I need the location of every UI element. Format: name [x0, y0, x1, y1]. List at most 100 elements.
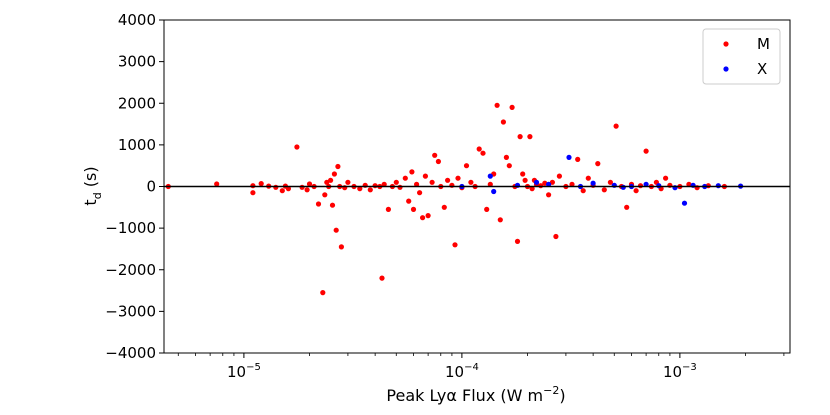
point-m-77: [520, 171, 526, 177]
point-m-88: [553, 233, 559, 240]
legend-box: [702, 28, 781, 85]
y-tick-label: 0: [146, 178, 156, 196]
point-m-75: [514, 238, 521, 244]
legend: M X: [702, 28, 781, 85]
point-x-5: [546, 181, 552, 187]
point-m-57: [452, 242, 458, 248]
point-m-72: [506, 163, 512, 169]
point-m-15: [315, 201, 322, 207]
point-m-97: [601, 187, 607, 193]
point-m-73: [509, 104, 515, 110]
point-m-69: [497, 217, 503, 223]
point-m-65: [484, 206, 490, 212]
point-m-43: [409, 169, 415, 175]
x-axis-label-end: ): [559, 386, 565, 405]
point-m-24: [335, 163, 341, 170]
point-m-48: [422, 173, 428, 179]
point-m-32: [367, 187, 373, 193]
point-m-103: [633, 188, 639, 194]
point-m-12: [304, 187, 310, 193]
legend-marker-x: [723, 66, 729, 72]
point-m-23: [333, 227, 339, 233]
point-x-15: [681, 200, 688, 206]
point-m-109: [663, 175, 669, 181]
point-m-80: [527, 134, 533, 140]
point-m-54: [441, 204, 447, 210]
y-tick-label: 1000: [118, 136, 156, 154]
point-x-2: [491, 188, 497, 195]
point-m-64: [480, 150, 486, 156]
point-m-22: [331, 171, 337, 177]
point-m-20: [328, 177, 334, 183]
point-m-1: [214, 181, 220, 187]
point-m-7: [279, 188, 285, 194]
point-m-45: [414, 181, 420, 187]
x-tick-label: 10−5: [227, 362, 261, 381]
point-m-104: [637, 183, 644, 189]
point-m-13: [306, 181, 313, 187]
point-m-51: [432, 152, 438, 158]
point-x-6: [566, 154, 572, 160]
y-axis-label-end: (s): [81, 166, 100, 192]
point-x-12: [643, 181, 649, 187]
y-tick-label: −3000: [105, 302, 156, 320]
y-axis-label: td (s): [81, 166, 104, 205]
point-m-60: [463, 163, 470, 169]
point-x-13: [656, 183, 662, 189]
point-m-39: [393, 179, 399, 185]
point-m-71: [503, 154, 509, 160]
point-m-58: [455, 175, 461, 181]
point-m-49: [425, 213, 431, 219]
point-m-33: [372, 183, 378, 189]
point-m-98: [607, 179, 614, 185]
point-m-41: [402, 175, 408, 181]
point-m-91: [569, 181, 575, 187]
point-m-68: [494, 102, 500, 108]
point-m-92: [575, 156, 581, 162]
point-m-105: [643, 148, 649, 154]
x-axis-ticks: 10−5 10−4 10−3: [177, 353, 785, 381]
point-m-47: [420, 215, 426, 221]
point-m-3: [250, 183, 256, 189]
point-m-76: [517, 134, 523, 140]
point-m-86: [546, 192, 552, 198]
point-m-50: [429, 179, 435, 185]
point-m-52: [435, 158, 441, 165]
point-m-28: [345, 179, 351, 185]
point-m-87: [549, 179, 556, 185]
y-tick-label: −2000: [105, 261, 156, 279]
data-points: [165, 102, 744, 296]
point-x-8: [590, 180, 596, 186]
point-m-99: [613, 123, 619, 129]
point-m-26: [338, 244, 344, 250]
point-x-18: [715, 183, 721, 189]
point-m-63: [476, 146, 482, 152]
y-tick-label: −1000: [105, 219, 156, 237]
point-m-37: [385, 206, 391, 212]
point-m-70: [500, 119, 506, 125]
x-tick-label: 10−4: [445, 362, 479, 381]
point-m-16: [320, 290, 326, 296]
y-axis-label-main: t: [81, 199, 100, 205]
y-axis-ticks: 4000 3000 2000 1000 0 −1000 −2000 −3000 −4000: [105, 11, 164, 362]
point-m-35: [379, 275, 385, 281]
x-axis-label-superscript: −2: [543, 384, 559, 397]
point-m-94: [585, 175, 591, 181]
point-m-46: [417, 190, 423, 196]
legend-label-x: X: [757, 60, 767, 78]
point-m-10: [294, 144, 300, 150]
legend-label-m: M: [757, 35, 770, 53]
point-m-61: [468, 179, 474, 185]
y-axis-label-subscript: d: [91, 192, 104, 199]
x-tick-label: 10−3: [663, 362, 697, 381]
point-x-1: [487, 173, 493, 179]
point-m-78: [522, 177, 528, 183]
point-m-42: [406, 198, 412, 204]
point-m-66: [487, 181, 493, 187]
point-x-4: [533, 179, 540, 185]
y-tick-label: 4000: [118, 11, 156, 29]
point-m-44: [410, 206, 417, 212]
y-tick-label: 3000: [118, 53, 156, 71]
point-m-36: [381, 181, 387, 187]
